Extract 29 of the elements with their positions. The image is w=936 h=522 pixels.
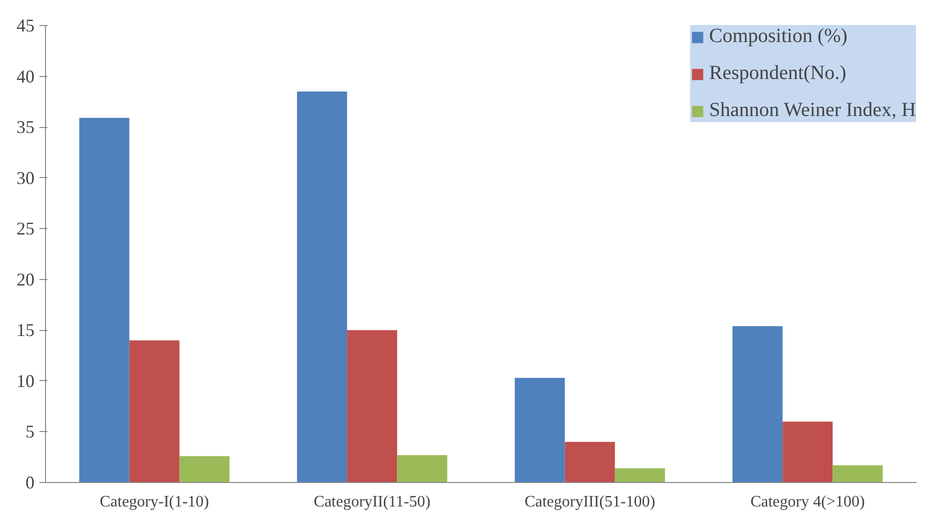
bar [832, 465, 883, 482]
y-tick-label: 20 [16, 269, 34, 290]
bar [129, 340, 180, 482]
legend-label: Composition (%) [709, 25, 848, 48]
y-tick-label: 10 [16, 370, 34, 391]
bar [397, 455, 448, 482]
bar [782, 422, 833, 482]
x-tick-label: CategoryII(11-50) [314, 494, 430, 510]
bar [614, 468, 665, 482]
y-tick-label: 15 [16, 320, 34, 340]
bar [179, 456, 230, 482]
bar [564, 442, 615, 482]
x-tick-label: Category-I(1-10) [100, 494, 210, 510]
bar [732, 326, 783, 482]
x-tick-label: Category 4(>100) [750, 494, 865, 510]
y-tick-label: 5 [26, 422, 34, 442]
legend-label: Respondent(No.) [709, 62, 846, 85]
y-tick-label: 35 [16, 117, 34, 138]
bar [79, 118, 130, 482]
bar [347, 330, 398, 482]
bar [514, 378, 565, 482]
legend-label: Shannon Weiner Index, H [709, 99, 916, 122]
bar [297, 92, 348, 482]
y-tick-label: 25 [16, 218, 34, 239]
y-tick-label: 45 [16, 16, 34, 36]
x-tick-label: CategoryIII(51-100) [524, 494, 656, 510]
y-tick-label: 0 [26, 472, 34, 492]
y-tick-label: 30 [16, 168, 34, 188]
y-tick-label: 40 [16, 66, 34, 86]
